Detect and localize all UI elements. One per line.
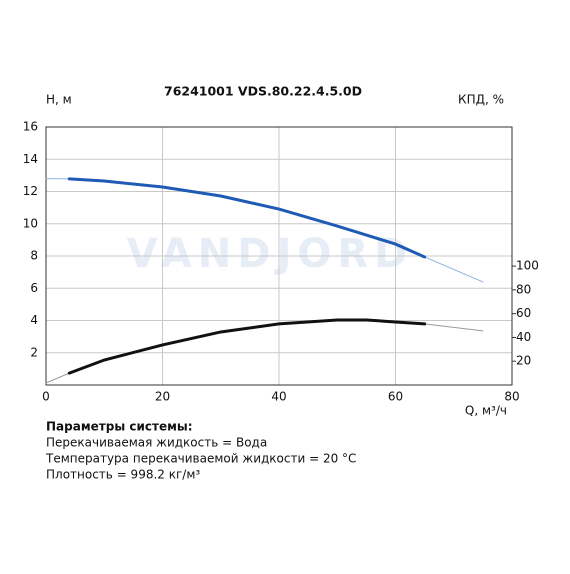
y-tick-label: 4 (30, 313, 38, 327)
y-tick-label: 2 (30, 345, 38, 359)
x-tick-label: 0 (42, 390, 50, 404)
y-tick-label: 8 (30, 249, 38, 263)
x-tick-label: 80 (504, 390, 519, 404)
y-tick-label: 12 (23, 184, 38, 198)
y-tick-label: 16 (23, 120, 38, 134)
watermark: VANDJORD (127, 231, 414, 277)
y-tick-label: 6 (30, 281, 38, 295)
y2-axis-label: КПД, % (458, 93, 504, 107)
y-tick-label: 14 (23, 152, 38, 166)
y-axis-label: H, м (46, 93, 72, 107)
x-tick-label: 40 (271, 390, 286, 404)
x-axis-label: Q, м³/ч (465, 404, 507, 418)
y2-tick-label: 60 (516, 306, 531, 320)
params-line: Плотность = 998.2 кг/м³ (46, 468, 200, 482)
y2-tick-label: 20 (516, 354, 531, 368)
y-tick-label: 10 (23, 216, 38, 230)
x-tick-label: 20 (155, 390, 170, 404)
plot-frame (45, 126, 513, 386)
chart-title: 76241001 VDS.80.22.4.5.0D (164, 84, 362, 99)
y2-tick-label: 100 (516, 259, 539, 273)
params-heading: Параметры системы: (46, 420, 193, 434)
x-tick-label: 60 (388, 390, 403, 404)
params-line: Перекачиваемая жидкость = Вода (46, 436, 267, 450)
curve (67, 318, 427, 375)
y2-tick-label: 40 (516, 330, 531, 344)
params-line: Температура перекачиваемой жидкости = 20… (45, 452, 356, 466)
y2-tick-label: 80 (516, 282, 531, 296)
curve-extension (45, 319, 484, 384)
curve (67, 177, 427, 259)
